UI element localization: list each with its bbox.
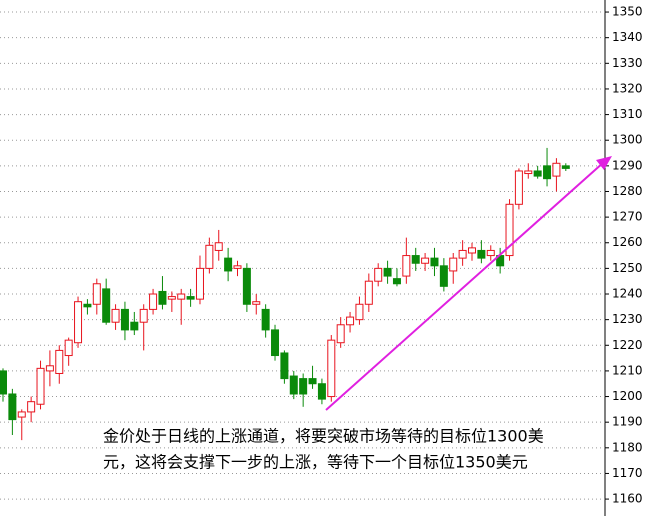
candle-body bbox=[139, 308, 148, 323]
candle-body bbox=[224, 257, 233, 272]
y-tick-label: 1320 bbox=[612, 81, 643, 95]
candle-body bbox=[242, 267, 251, 305]
candle-body bbox=[102, 288, 111, 323]
annotation-line: 元，这将会支撑下一步的上涨，等待下一个目标位1350美元 bbox=[103, 453, 528, 472]
candle-body bbox=[308, 378, 317, 385]
candle-body bbox=[374, 267, 383, 282]
candle-body bbox=[299, 378, 308, 395]
y-tick-label: 1220 bbox=[612, 338, 643, 352]
candle-body bbox=[543, 165, 552, 180]
candle-body bbox=[130, 321, 139, 331]
y-tick-label: 1170 bbox=[612, 466, 643, 480]
candle-body bbox=[392, 278, 401, 285]
candle-body bbox=[92, 283, 101, 305]
candle-body bbox=[439, 265, 448, 287]
candle-body bbox=[402, 255, 411, 277]
candle-body bbox=[477, 249, 486, 259]
y-tick-label: 1310 bbox=[612, 107, 643, 121]
candle-body bbox=[411, 255, 420, 264]
candle-body bbox=[421, 257, 430, 264]
candle-body bbox=[346, 316, 355, 326]
candle-body bbox=[561, 165, 570, 169]
candle-body bbox=[468, 247, 476, 254]
candle-body bbox=[74, 301, 83, 344]
y-tick-label: 1190 bbox=[612, 415, 643, 429]
candle-body bbox=[120, 308, 129, 331]
y-tick-label: 1230 bbox=[612, 312, 643, 326]
candle-body bbox=[514, 170, 523, 205]
trend-arrow bbox=[325, 161, 605, 411]
candle-body bbox=[271, 329, 280, 357]
candle-body bbox=[83, 303, 92, 308]
candle-body bbox=[64, 339, 73, 357]
y-tick-label: 1300 bbox=[612, 133, 643, 147]
candle-body bbox=[205, 244, 214, 269]
candle-body bbox=[458, 249, 467, 259]
candle-body bbox=[233, 265, 242, 269]
candle-body bbox=[533, 170, 542, 177]
candle-body bbox=[289, 375, 298, 395]
y-tick-label: 1270 bbox=[612, 210, 643, 224]
y-tick-label: 1250 bbox=[612, 261, 643, 275]
y-tick-label: 1180 bbox=[612, 440, 643, 454]
candle-body bbox=[167, 296, 176, 300]
candle-body bbox=[195, 267, 204, 300]
candle-body bbox=[505, 203, 514, 257]
candle-body bbox=[336, 324, 345, 344]
y-tick-label: 1280 bbox=[612, 184, 643, 198]
arrow-head bbox=[596, 156, 612, 170]
candle-body bbox=[449, 257, 458, 272]
candle-body bbox=[355, 303, 364, 321]
candle-body bbox=[261, 308, 270, 331]
candle-body bbox=[111, 308, 120, 323]
candle-body bbox=[524, 170, 533, 175]
y-tick-label: 1260 bbox=[612, 235, 643, 249]
candle-body bbox=[158, 290, 167, 305]
candle-body bbox=[0, 370, 7, 395]
candle-body bbox=[214, 242, 223, 251]
y-tick-label: 1330 bbox=[612, 56, 643, 70]
candle-body bbox=[430, 257, 439, 267]
candle-body bbox=[552, 162, 561, 177]
candle-body bbox=[45, 365, 54, 372]
y-tick-label: 1290 bbox=[612, 158, 643, 172]
candle-body bbox=[252, 301, 261, 305]
plot-area: 1160 1170 1180 1190 1200 1210 1220 1230 1240 1250… bbox=[0, 5, 643, 506]
y-tick-label: 1350 bbox=[612, 5, 643, 19]
y-tick-label: 1200 bbox=[612, 389, 643, 403]
candle-body bbox=[486, 249, 495, 257]
y-tick-label: 1340 bbox=[612, 30, 643, 44]
candle-body bbox=[8, 393, 17, 421]
y-tick-label: 1160 bbox=[612, 492, 643, 506]
y-tick-label: 1210 bbox=[612, 363, 643, 377]
candle-body bbox=[280, 352, 289, 380]
candle-body bbox=[327, 339, 336, 398]
candle-body bbox=[383, 267, 392, 277]
candle-body bbox=[149, 293, 158, 310]
candle-body bbox=[27, 401, 36, 413]
candle-body bbox=[55, 349, 64, 374]
candle-body bbox=[36, 367, 45, 405]
candle-body bbox=[17, 411, 26, 418]
annotation-line: 金价处于日线的上涨通道，将要突破市场等待的目标位1300美 bbox=[103, 427, 544, 446]
candle-body bbox=[177, 293, 186, 300]
candle-body bbox=[364, 280, 373, 305]
candle-body bbox=[186, 296, 195, 300]
candle-body bbox=[317, 383, 326, 400]
y-tick-label: 1240 bbox=[612, 287, 643, 301]
